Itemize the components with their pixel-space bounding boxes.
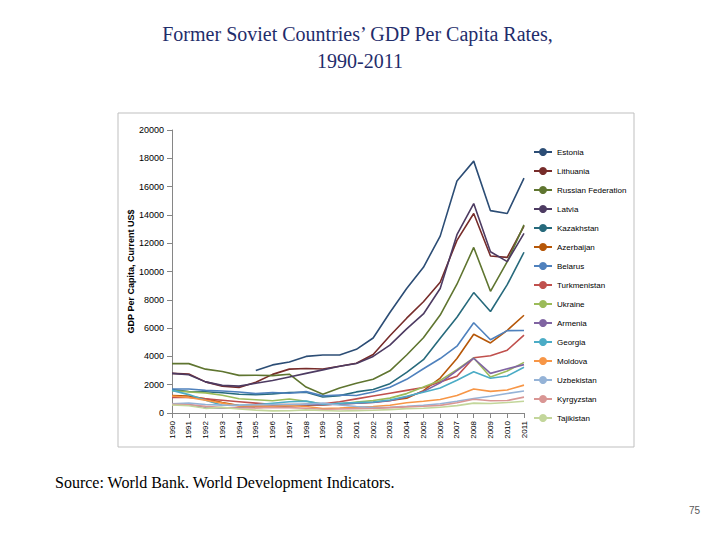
svg-text:Tajikistan: Tajikistan bbox=[557, 414, 590, 423]
svg-text:Kyrgyzstan: Kyrgyzstan bbox=[557, 395, 597, 404]
svg-text:2001: 2001 bbox=[352, 420, 361, 438]
svg-text:Moldova: Moldova bbox=[557, 357, 588, 366]
svg-text:75: 75 bbox=[689, 505, 701, 516]
svg-text:2007: 2007 bbox=[452, 420, 461, 438]
svg-text:16000: 16000 bbox=[139, 182, 164, 192]
svg-text:1997: 1997 bbox=[285, 420, 294, 438]
svg-text:Latvia: Latvia bbox=[557, 205, 579, 214]
svg-text:1996: 1996 bbox=[268, 420, 277, 438]
svg-text:12000: 12000 bbox=[139, 238, 164, 248]
svg-text:1998: 1998 bbox=[302, 420, 311, 438]
svg-text:1994: 1994 bbox=[235, 420, 244, 438]
svg-text:2010: 2010 bbox=[503, 420, 512, 438]
svg-text:GDP Per Capita, Current US$: GDP Per Capita, Current US$ bbox=[126, 210, 136, 334]
svg-text:2011: 2011 bbox=[520, 420, 529, 438]
svg-text:2006: 2006 bbox=[436, 420, 445, 438]
svg-text:Belarus: Belarus bbox=[557, 262, 584, 271]
svg-text:1993: 1993 bbox=[218, 420, 227, 438]
svg-text:20000: 20000 bbox=[139, 125, 164, 135]
svg-text:2004: 2004 bbox=[402, 420, 411, 438]
svg-text:8000: 8000 bbox=[144, 295, 164, 305]
svg-text:2008: 2008 bbox=[469, 420, 478, 438]
svg-text:4000: 4000 bbox=[144, 351, 164, 361]
svg-text:Armenia: Armenia bbox=[557, 319, 587, 328]
svg-text:Georgia: Georgia bbox=[557, 338, 586, 347]
svg-text:10000: 10000 bbox=[139, 267, 164, 277]
svg-text:Ukraine: Ukraine bbox=[557, 300, 585, 309]
svg-text:Azerbaijan: Azerbaijan bbox=[557, 243, 595, 252]
svg-text:Russian Federation: Russian Federation bbox=[557, 186, 626, 195]
svg-text:1992: 1992 bbox=[201, 420, 210, 438]
svg-text:Kazakhstan: Kazakhstan bbox=[557, 224, 599, 233]
svg-text:18000: 18000 bbox=[139, 153, 164, 163]
svg-text:Former Soviet Countries’ GDP P: Former Soviet Countries’ GDP Per Capita … bbox=[162, 23, 558, 46]
svg-text:2002: 2002 bbox=[369, 420, 378, 438]
svg-text:2000: 2000 bbox=[144, 380, 164, 390]
svg-text:Source: World Bank. World Deve: Source: World Bank. World Development In… bbox=[55, 474, 394, 492]
svg-text:1990-2011: 1990-2011 bbox=[317, 50, 403, 72]
svg-text:2000: 2000 bbox=[335, 420, 344, 438]
svg-text:2005: 2005 bbox=[419, 420, 428, 438]
svg-text:Uzbekistan: Uzbekistan bbox=[557, 376, 597, 385]
svg-text:14000: 14000 bbox=[139, 210, 164, 220]
svg-text:Estonia: Estonia bbox=[557, 148, 584, 157]
svg-text:0: 0 bbox=[159, 408, 164, 418]
svg-text:1990: 1990 bbox=[168, 420, 177, 438]
svg-text:2009: 2009 bbox=[486, 420, 495, 438]
svg-text:1999: 1999 bbox=[318, 420, 327, 438]
svg-text:1995: 1995 bbox=[251, 420, 260, 438]
svg-text:Turkmenistan: Turkmenistan bbox=[557, 281, 605, 290]
svg-text:6000: 6000 bbox=[144, 323, 164, 333]
svg-text:1991: 1991 bbox=[184, 420, 193, 438]
svg-text:2003: 2003 bbox=[385, 420, 394, 438]
svg-text:Lithuania: Lithuania bbox=[557, 167, 590, 176]
